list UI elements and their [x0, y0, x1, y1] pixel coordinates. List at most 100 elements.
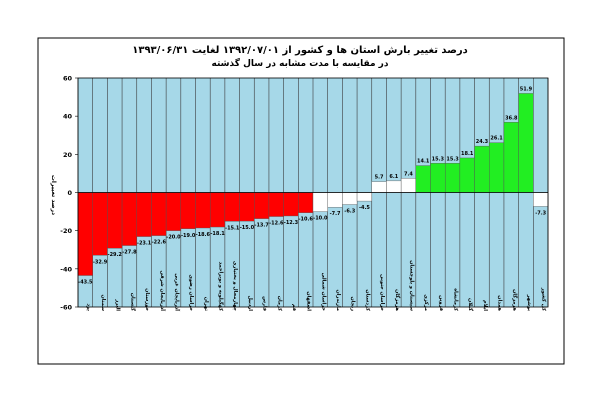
bar [342, 192, 358, 205]
x-category-label: خراسان جنوبی [379, 274, 385, 311]
x-category-label: گلستان [129, 293, 136, 311]
bar [474, 145, 490, 193]
bar-value-label: -15.0 [240, 225, 255, 231]
bar [312, 192, 328, 212]
bar [224, 192, 240, 222]
x-category-label: همدان [497, 295, 503, 311]
bar [533, 192, 549, 207]
bar [136, 192, 152, 237]
bar-value-label: -12.3 [284, 220, 299, 226]
bar [356, 192, 372, 202]
bar [371, 181, 387, 193]
x-category-label: خراسان شمالی [320, 273, 326, 312]
bar [444, 163, 461, 193]
bar [209, 192, 226, 228]
x-category-label: هرمزگان [511, 289, 518, 311]
x-category-label: خوزستان [144, 288, 150, 311]
x-category-label: کرمان [276, 296, 282, 311]
x-category-label: قم [291, 304, 297, 311]
bar-value-label: -22.6 [152, 240, 167, 246]
x-category-label: کهگیلویه و بویراحمد [218, 262, 225, 311]
bar-value-label: 5.7 [375, 175, 384, 181]
bar-value-label: 51.9 [520, 86, 533, 92]
bar-value-label: -10.6 [298, 217, 313, 223]
bar-value-label: 26.1 [490, 136, 503, 142]
y-axis: -60 -40 -20 0 20 40 60 [60, 75, 78, 312]
y-tick-label: 20 [63, 151, 73, 159]
x-category-label: یزد [85, 303, 91, 311]
y-tick-label: 0 [67, 189, 72, 197]
x-category-label: زنجان [350, 296, 356, 311]
x-category-label: فارس [262, 296, 268, 311]
bar-value-label: 14.1 [417, 159, 430, 165]
bar-value-label: -10.0 [313, 216, 328, 222]
bar [459, 157, 475, 193]
bar-value-label: -7.3 [535, 210, 546, 216]
bar [107, 192, 123, 249]
x-category-label: گیلان [467, 298, 474, 311]
bar-value-label: -7.7 [330, 211, 341, 217]
bar-value-label: 15.3 [446, 156, 459, 162]
bar-value-label: 36.8 [505, 115, 518, 121]
y-tick-label: 60 [63, 75, 73, 83]
y-tick-label: -60 [60, 304, 72, 312]
bar-value-label: -15.1 [225, 225, 240, 231]
x-category-label: مازندران [335, 290, 341, 311]
bar [386, 180, 402, 193]
bar-value-label: -27.8 [122, 250, 137, 256]
bar [415, 165, 431, 193]
x-category-label: کل کشور [541, 287, 547, 311]
bar [239, 192, 255, 222]
x-category-label: آذربایجان غربی [173, 273, 181, 311]
y-axis-label: درصد تغییرات [50, 175, 57, 215]
bar-value-label: 7.4 [404, 171, 413, 177]
bar-value-label: -32.9 [93, 259, 108, 265]
plot-area: -43.5 -32.9-29.2 -27.8-23.1 -22.6-20.0 -19.0… [77, 77, 549, 308]
y-tick-label: -20 [60, 227, 72, 235]
bar [77, 192, 93, 276]
x-category-label: ایلام [482, 300, 488, 311]
bar-value-label: -18.1 [210, 231, 225, 237]
bar-value-label: -6.3 [344, 209, 355, 215]
chart-title: درصد تغییر بارش استان ها و کشور از ۱۳۹۲/… [132, 45, 468, 56]
x-category-label: هرمزگان [394, 289, 401, 311]
bar-value-label: -13.7 [254, 223, 269, 229]
y-tick-label: -40 [60, 265, 72, 273]
bar-value-label: -29.2 [108, 252, 123, 258]
bar [298, 192, 314, 213]
bar-value-label: 18.1 [461, 151, 474, 157]
x-category-label: اردبیل [247, 295, 253, 311]
bar [489, 142, 505, 193]
x-category-label: قزوین [438, 295, 444, 311]
bar [283, 192, 299, 217]
bar-value-label: 6.1 [389, 174, 398, 180]
bar [430, 163, 446, 193]
x-category-label: مرکزی [423, 294, 429, 311]
bar-value-label: -43.5 [78, 280, 93, 286]
x-category-label: کرمانشاه [453, 288, 459, 311]
bar-value-label: -12.6 [269, 221, 284, 227]
x-category-label: تهران [203, 297, 209, 311]
bar [268, 192, 284, 217]
x-category-label: چهارمحال و بختیاری [232, 261, 238, 311]
bar [400, 178, 417, 193]
x-category-label: اصفهان [306, 291, 312, 311]
x-category-label: بوشهر [526, 294, 532, 311]
bar-value-label: -20.0 [166, 235, 181, 241]
bar [503, 122, 519, 193]
bar [518, 93, 534, 193]
y-tick-label: 40 [63, 113, 73, 121]
bar [165, 192, 182, 231]
bar-value-label: -18.6 [196, 232, 211, 238]
bar-value-label: 24.3 [476, 139, 489, 145]
bar [254, 192, 270, 219]
bar-value-label: -23.1 [137, 241, 152, 247]
x-category-label: کردستان [364, 289, 370, 311]
bar [180, 192, 196, 229]
bar [92, 192, 108, 256]
bar [195, 192, 211, 229]
chart-subtitle: در مقایسه با مدت مشابه در سال گذشته [212, 57, 389, 69]
bar [121, 192, 137, 246]
